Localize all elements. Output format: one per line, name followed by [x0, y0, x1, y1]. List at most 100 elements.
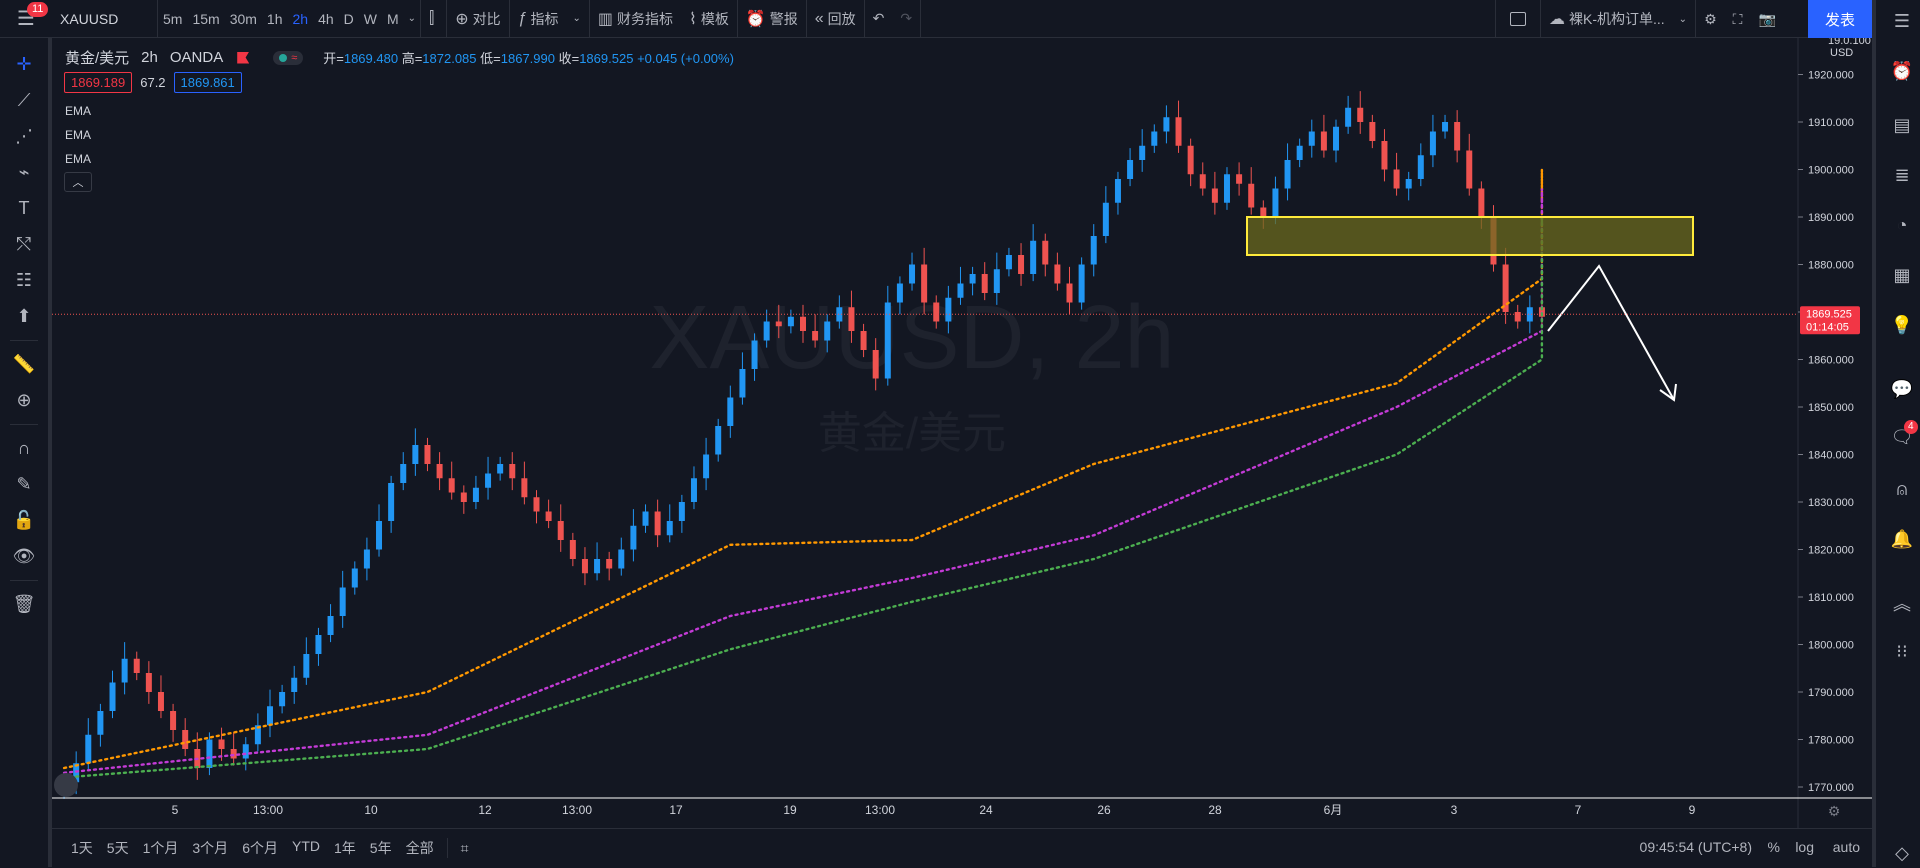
- interval-d[interactable]: D: [343, 10, 354, 27]
- notifications-button[interactable]: 🔔: [1880, 524, 1920, 554]
- interval-30m[interactable]: 30m: [229, 10, 257, 27]
- time-tick-label: 3: [1451, 803, 1458, 817]
- crosshair-tool[interactable]: ✛: [0, 50, 48, 78]
- interval-1h[interactable]: 1h: [266, 10, 283, 27]
- range-1[interactable]: 5天: [106, 840, 129, 856]
- candle-body: [109, 682, 116, 711]
- range-7[interactable]: 5年: [369, 840, 392, 856]
- range-6[interactable]: 1年: [333, 840, 356, 856]
- cloud-icon: ☁: [1549, 11, 1565, 28]
- replay-button[interactable]: «回放: [807, 0, 864, 38]
- calendar-button[interactable]: ▦: [1880, 260, 1920, 290]
- fib-tool[interactable]: ⋰: [0, 122, 48, 150]
- publish-button[interactable]: 发表: [1808, 0, 1872, 38]
- range-2[interactable]: 1个月: [142, 840, 179, 856]
- bottom-toolbar: 1天 5天 1个月 3个月 6个月 YTD 1年 5年 全部 ⌗ 09:45:54 (UTC+8…: [52, 828, 1872, 867]
- interval-15m[interactable]: 15m: [192, 10, 220, 27]
- financials-button[interactable]: ▥ 财务指标: [590, 0, 681, 38]
- log-toggle[interactable]: log: [1795, 839, 1814, 855]
- trend-line-tool[interactable]: ⟋: [0, 86, 48, 114]
- ideas-button[interactable]: 💡: [1880, 310, 1920, 340]
- chart-pane[interactable]: XAUUSD, 2h 黄金/美元 1920.000 1910.000 1900.000 1…: [52, 38, 1872, 828]
- stay-drawing-tool[interactable]: ✎: [0, 470, 48, 498]
- chevron-down-icon: ⌄: [1678, 13, 1688, 25]
- data-window-button[interactable]: ▤: [1880, 110, 1920, 140]
- candle-body: [121, 658, 128, 683]
- undo-button[interactable]: ↶: [865, 0, 893, 38]
- zoom-tool[interactable]: ⊕: [0, 386, 48, 414]
- fullscreen-button[interactable]: ⛶: [1725, 0, 1751, 38]
- high-value: 1872.085: [422, 51, 477, 66]
- redo-button[interactable]: ↷: [892, 0, 920, 38]
- main-menu-button[interactable]: ☰ 11: [0, 0, 52, 38]
- magnet-tool[interactable]: ∩: [0, 434, 48, 462]
- chevron-down-icon[interactable]: ⌄: [407, 13, 417, 24]
- symbol-search[interactable]: XAUUSD: [60, 10, 119, 27]
- trading-panel-button[interactable]: ︽: [1880, 588, 1920, 618]
- axis-settings-icon[interactable]: ⚙: [1828, 803, 1841, 819]
- clock[interactable]: 09:45:54 (UTC+8): [1639, 839, 1752, 855]
- more-button[interactable]: ◇: [1880, 838, 1920, 868]
- hide-tool[interactable]: 👁: [0, 542, 48, 570]
- open-label: 开=: [323, 51, 344, 66]
- candle-body: [85, 734, 92, 764]
- indicator-ema-2[interactable]: EMA: [65, 128, 92, 142]
- price-chart[interactable]: XAUUSD, 2h 黄金/美元 1920.000 1910.000 1900.000 1…: [52, 38, 1872, 828]
- delete-tool[interactable]: 🗑: [0, 590, 48, 618]
- candle-body: [497, 464, 504, 474]
- candle-body: [1090, 236, 1097, 265]
- candle-body: [1114, 179, 1121, 203]
- sell-button[interactable]: 1869.189: [64, 72, 133, 93]
- indicators-button[interactable]: ƒ 指标 ⌄: [510, 0, 589, 38]
- speed-button[interactable]: ◔: [1880, 210, 1920, 240]
- layout-select-button[interactable]: [1496, 0, 1540, 38]
- flag-icon[interactable]: [237, 51, 250, 64]
- snapshot-button[interactable]: 📷: [1750, 0, 1783, 38]
- chat-button[interactable]: 💬: [1880, 374, 1920, 404]
- camera-icon: 📷: [1758, 10, 1776, 27]
- interval-2h[interactable]: 2h: [292, 10, 309, 27]
- shape-tool[interactable]: ⤲: [0, 230, 48, 258]
- ruler-tool[interactable]: 📏: [0, 350, 48, 378]
- range-4[interactable]: 6个月: [242, 840, 278, 856]
- range-3[interactable]: 3个月: [192, 840, 229, 856]
- interval-5m[interactable]: 5m: [163, 10, 183, 27]
- layout-name-button[interactable]: ☁ 裸K-机构订单... ⌄: [1541, 0, 1695, 38]
- layout-name: 裸K-机构订单...: [1569, 11, 1665, 27]
- object-tree-button[interactable]: ⁝⁝: [1880, 636, 1920, 666]
- settings-button[interactable]: ⚙: [1696, 0, 1725, 38]
- arrow-tool[interactable]: ⬆: [0, 302, 48, 330]
- collapse-legend-button[interactable]: ︿: [64, 172, 92, 192]
- templates-button[interactable]: ⌇ 模板: [681, 0, 737, 38]
- candle-body: [266, 706, 273, 726]
- auto-toggle[interactable]: auto: [1832, 839, 1860, 855]
- candle-body: [1005, 255, 1012, 270]
- indicator-ema-1[interactable]: EMA: [65, 104, 92, 118]
- goto-date-button[interactable]: ⌗: [454, 840, 476, 857]
- range-0[interactable]: 1天: [71, 840, 93, 856]
- interval-4h[interactable]: 4h: [318, 10, 334, 27]
- buy-button[interactable]: 1869.861: [173, 72, 242, 93]
- hotlist-button[interactable]: ≣: [1880, 160, 1920, 190]
- lock-tool[interactable]: 🔓: [0, 506, 48, 534]
- pattern-tool[interactable]: ⌁: [0, 158, 48, 186]
- range-5[interactable]: YTD: [291, 838, 320, 854]
- range-8[interactable]: 全部: [405, 840, 434, 856]
- candle-body: [896, 283, 903, 303]
- market-status-pill[interactable]: ≈: [273, 50, 304, 65]
- interval-m[interactable]: M: [387, 10, 399, 27]
- chart-type-button[interactable]: ⫿: [421, 0, 446, 38]
- indicator-ema-3[interactable]: EMA: [65, 152, 92, 166]
- percent-toggle[interactable]: %: [1767, 839, 1780, 855]
- alerts-panel-button[interactable]: ⏰: [1880, 56, 1920, 86]
- streams-button[interactable]: ⍝: [1880, 474, 1920, 504]
- interval-w[interactable]: W: [363, 10, 377, 27]
- measure-tool[interactable]: ☷: [0, 266, 48, 294]
- alerts-button[interactable]: ⏰ 警报: [738, 0, 806, 38]
- compare-button[interactable]: ⊕ 对比: [447, 0, 508, 38]
- text-tool[interactable]: T: [0, 194, 48, 222]
- symbol-title[interactable]: 黄金/美元: [65, 50, 130, 67]
- price-tick-label: 1910.000: [1808, 117, 1854, 129]
- candle-body: [981, 274, 988, 293]
- watchlist-button[interactable]: ☰: [1880, 6, 1920, 36]
